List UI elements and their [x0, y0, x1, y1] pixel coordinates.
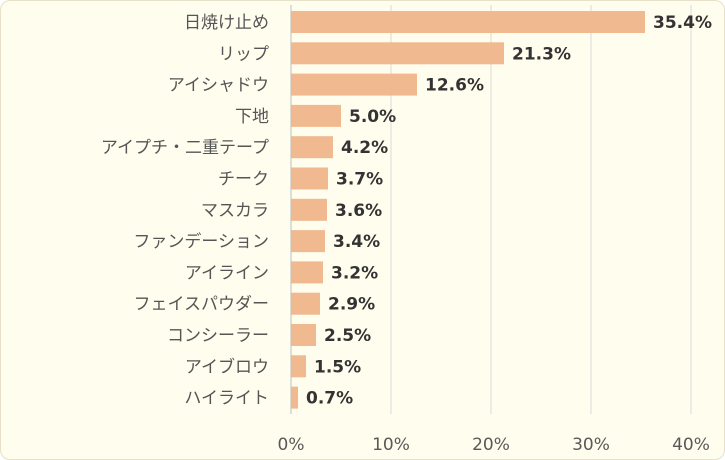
- category-label: フェイスパウダー: [134, 295, 270, 315]
- bar: [291, 42, 504, 65]
- data-label: 0.7%: [306, 389, 353, 409]
- bar: [291, 230, 325, 253]
- bar: [291, 355, 306, 378]
- bar: [291, 73, 417, 96]
- bar: [291, 386, 298, 409]
- category-label: アイシャドウ: [168, 76, 269, 96]
- bar: [291, 324, 316, 346]
- category-label: マスカラ: [201, 201, 269, 221]
- data-label: 4.2%: [341, 138, 388, 158]
- bar: [291, 167, 328, 190]
- category-label: アイライン: [185, 263, 269, 283]
- x-tick-label: 30%: [572, 435, 610, 455]
- category-label: チーク: [218, 170, 269, 190]
- data-label: 12.6%: [425, 76, 484, 96]
- category-label: ハイライト: [184, 389, 269, 409]
- x-tick-label: 0%: [278, 435, 305, 455]
- data-label: 5.0%: [349, 107, 396, 127]
- data-label: 3.2%: [331, 263, 378, 283]
- category-label: コンシーラー: [167, 326, 269, 346]
- bar: [291, 104, 341, 127]
- x-tick-label: 10%: [372, 435, 410, 455]
- gridlines: [390, 5, 692, 414]
- data-label: 2.5%: [324, 326, 371, 346]
- data-label: 3.4%: [333, 232, 380, 252]
- category-label: アイブロウ: [185, 356, 269, 377]
- x-tick-label: 20%: [472, 435, 510, 455]
- data-label: 35.4%: [653, 13, 712, 33]
- category-label: 下地: [235, 107, 269, 127]
- category-label: アイプチ・二重テープ: [101, 138, 269, 158]
- bar: [291, 11, 645, 33]
- bar: [291, 136, 333, 159]
- data-label: 3.6%: [335, 201, 382, 221]
- bar: [291, 261, 323, 284]
- data-label: 3.7%: [336, 170, 383, 190]
- bar: [291, 198, 327, 221]
- data-label: 21.3%: [512, 44, 571, 64]
- category-label: 日焼け止め: [184, 13, 269, 33]
- bar: [291, 292, 320, 315]
- category-label: リップ: [218, 44, 269, 64]
- category-label: ファンデーション: [133, 231, 269, 252]
- data-label: 2.9%: [328, 295, 375, 315]
- x-tick-label: 40%: [672, 435, 710, 455]
- data-label: 1.5%: [314, 357, 361, 377]
